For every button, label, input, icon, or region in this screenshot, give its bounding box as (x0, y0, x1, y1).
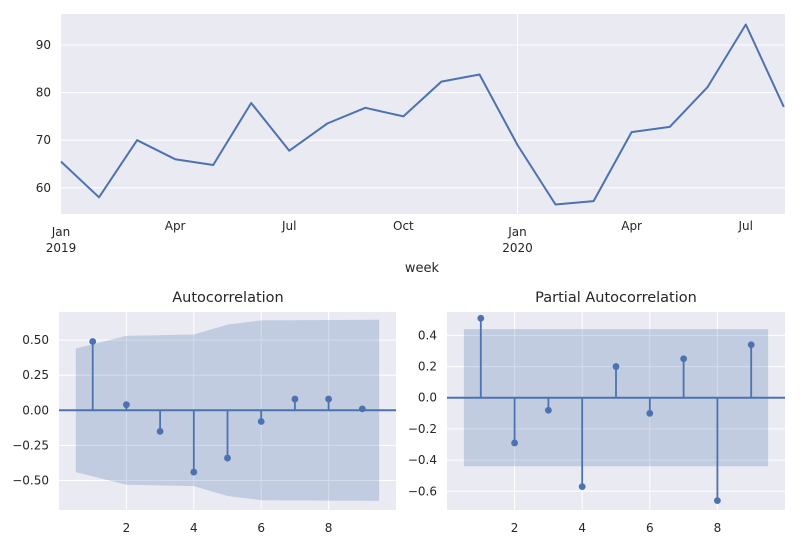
time-series-y-ticks: 60 70 80 90 (36, 38, 51, 195)
pacf-y-tick-label-0: −0.6 (408, 484, 437, 498)
time-series-x-tick-year-0: 2019 (46, 241, 77, 255)
pacf-marker-3 (545, 406, 552, 414)
acf-marker-9 (358, 405, 366, 413)
time-series-x-tick-label-6: Jul (738, 219, 753, 233)
time-series-plot-area (61, 14, 785, 214)
pacf-y-tick-label-2: −0.2 (408, 422, 437, 436)
acf-title: Autocorrelation (172, 290, 283, 306)
time-series-line-group (60, 23, 785, 206)
pacf-marker-7 (680, 355, 687, 363)
acf-y-tick-label-1: −0.25 (12, 438, 49, 452)
pacf-chart: Partial Autocorrelation −0.6 −0.4 −0.2 0.0 0… (408, 290, 785, 535)
pacf-x-tick-label-1: 4 (578, 521, 586, 535)
acf-y-tick-label-0: −0.50 (12, 474, 49, 488)
acf-marker-3 (156, 427, 164, 435)
pacf-title: Partial Autocorrelation (535, 290, 697, 306)
pacf-marker-8 (714, 497, 721, 505)
pacf-marker-5 (612, 363, 620, 370)
time-series-x-tick-year-4: 2020 (502, 241, 533, 255)
acf-marker-2 (123, 401, 130, 409)
time-series-y-tick-label-3: 90 (36, 38, 51, 52)
time-series-x-tick-label-5: Apr (621, 219, 642, 233)
acf-x-tick-label-1: 4 (190, 521, 198, 535)
acf-marker-5 (224, 454, 231, 462)
acf-y-tick-label-4: 0.50 (22, 333, 49, 347)
time-series-x-axis-label: week (405, 261, 440, 276)
pacf-marker-1 (477, 314, 485, 322)
acf-x-ticks: 2 4 6 8 (123, 521, 333, 535)
time-series-chart: 60 70 80 90 Jan 2019 Apr Jul Oct Jan 2020 Apr Jul w… (36, 14, 785, 276)
pacf-y-tick-label-1: −0.4 (408, 453, 437, 467)
acf-y-tick-label-3: 0.25 (22, 368, 49, 382)
pacf-y-tick-label-5: 0.4 (418, 328, 437, 342)
time-series-x-ticks: Jan 2019 Apr Jul Oct Jan 2020 Apr Jul (46, 219, 753, 255)
pacf-stems (447, 314, 785, 505)
acf-marker-1 (89, 338, 97, 345)
time-series-x-tick-label-0: Jan (51, 225, 71, 239)
time-series-x-tick-label-3: Oct (393, 219, 414, 233)
acf-marker-4 (190, 468, 198, 476)
pacf-y-tick-label-4: 0.2 (418, 360, 437, 374)
acf-stems (59, 338, 396, 476)
acf-x-tick-label-0: 2 (123, 521, 131, 535)
time-series-y-tick-label-0: 60 (36, 181, 51, 195)
time-series-x-tick-label-2: Jul (281, 219, 296, 233)
time-series-x-tick-label-4: Jan (507, 225, 527, 239)
time-series-x-tick-label-1: Apr (165, 219, 186, 233)
time-series-y-tick-label-2: 80 (36, 86, 51, 100)
acf-x-tick-label-2: 6 (257, 521, 265, 535)
pacf-x-tick-label-3: 8 (714, 521, 722, 535)
pacf-marker-6 (646, 409, 654, 417)
pacf-x-ticks: 2 4 6 8 (511, 521, 721, 535)
time-series-line (60, 23, 785, 206)
time-series-grid (61, 14, 785, 214)
acf-y-ticks: −0.50 −0.25 0.00 0.25 0.50 (12, 333, 49, 487)
pacf-marker-4 (578, 483, 586, 491)
acf-y-tick-label-2: 0.00 (22, 403, 49, 417)
acf-marker-7 (291, 395, 299, 403)
pacf-marker-9 (747, 341, 755, 349)
time-series-y-tick-label-1: 70 (36, 133, 51, 147)
acf-x-tick-label-3: 8 (325, 521, 333, 535)
pacf-y-tick-label-3: 0.0 (418, 391, 437, 405)
acf-marker-6 (257, 418, 265, 425)
pacf-y-ticks: −0.6 −0.4 −0.2 0.0 0.2 0.4 (408, 328, 437, 498)
acf-chart: Autocorrelation −0.50 −0.25 0.00 0.25 0.50 2… (12, 290, 396, 535)
pacf-x-tick-label-0: 2 (511, 521, 519, 535)
pacf-marker-2 (511, 439, 518, 447)
pacf-x-tick-label-2: 6 (646, 521, 654, 535)
acf-marker-8 (325, 395, 332, 403)
pacf-plot-area (447, 312, 785, 510)
